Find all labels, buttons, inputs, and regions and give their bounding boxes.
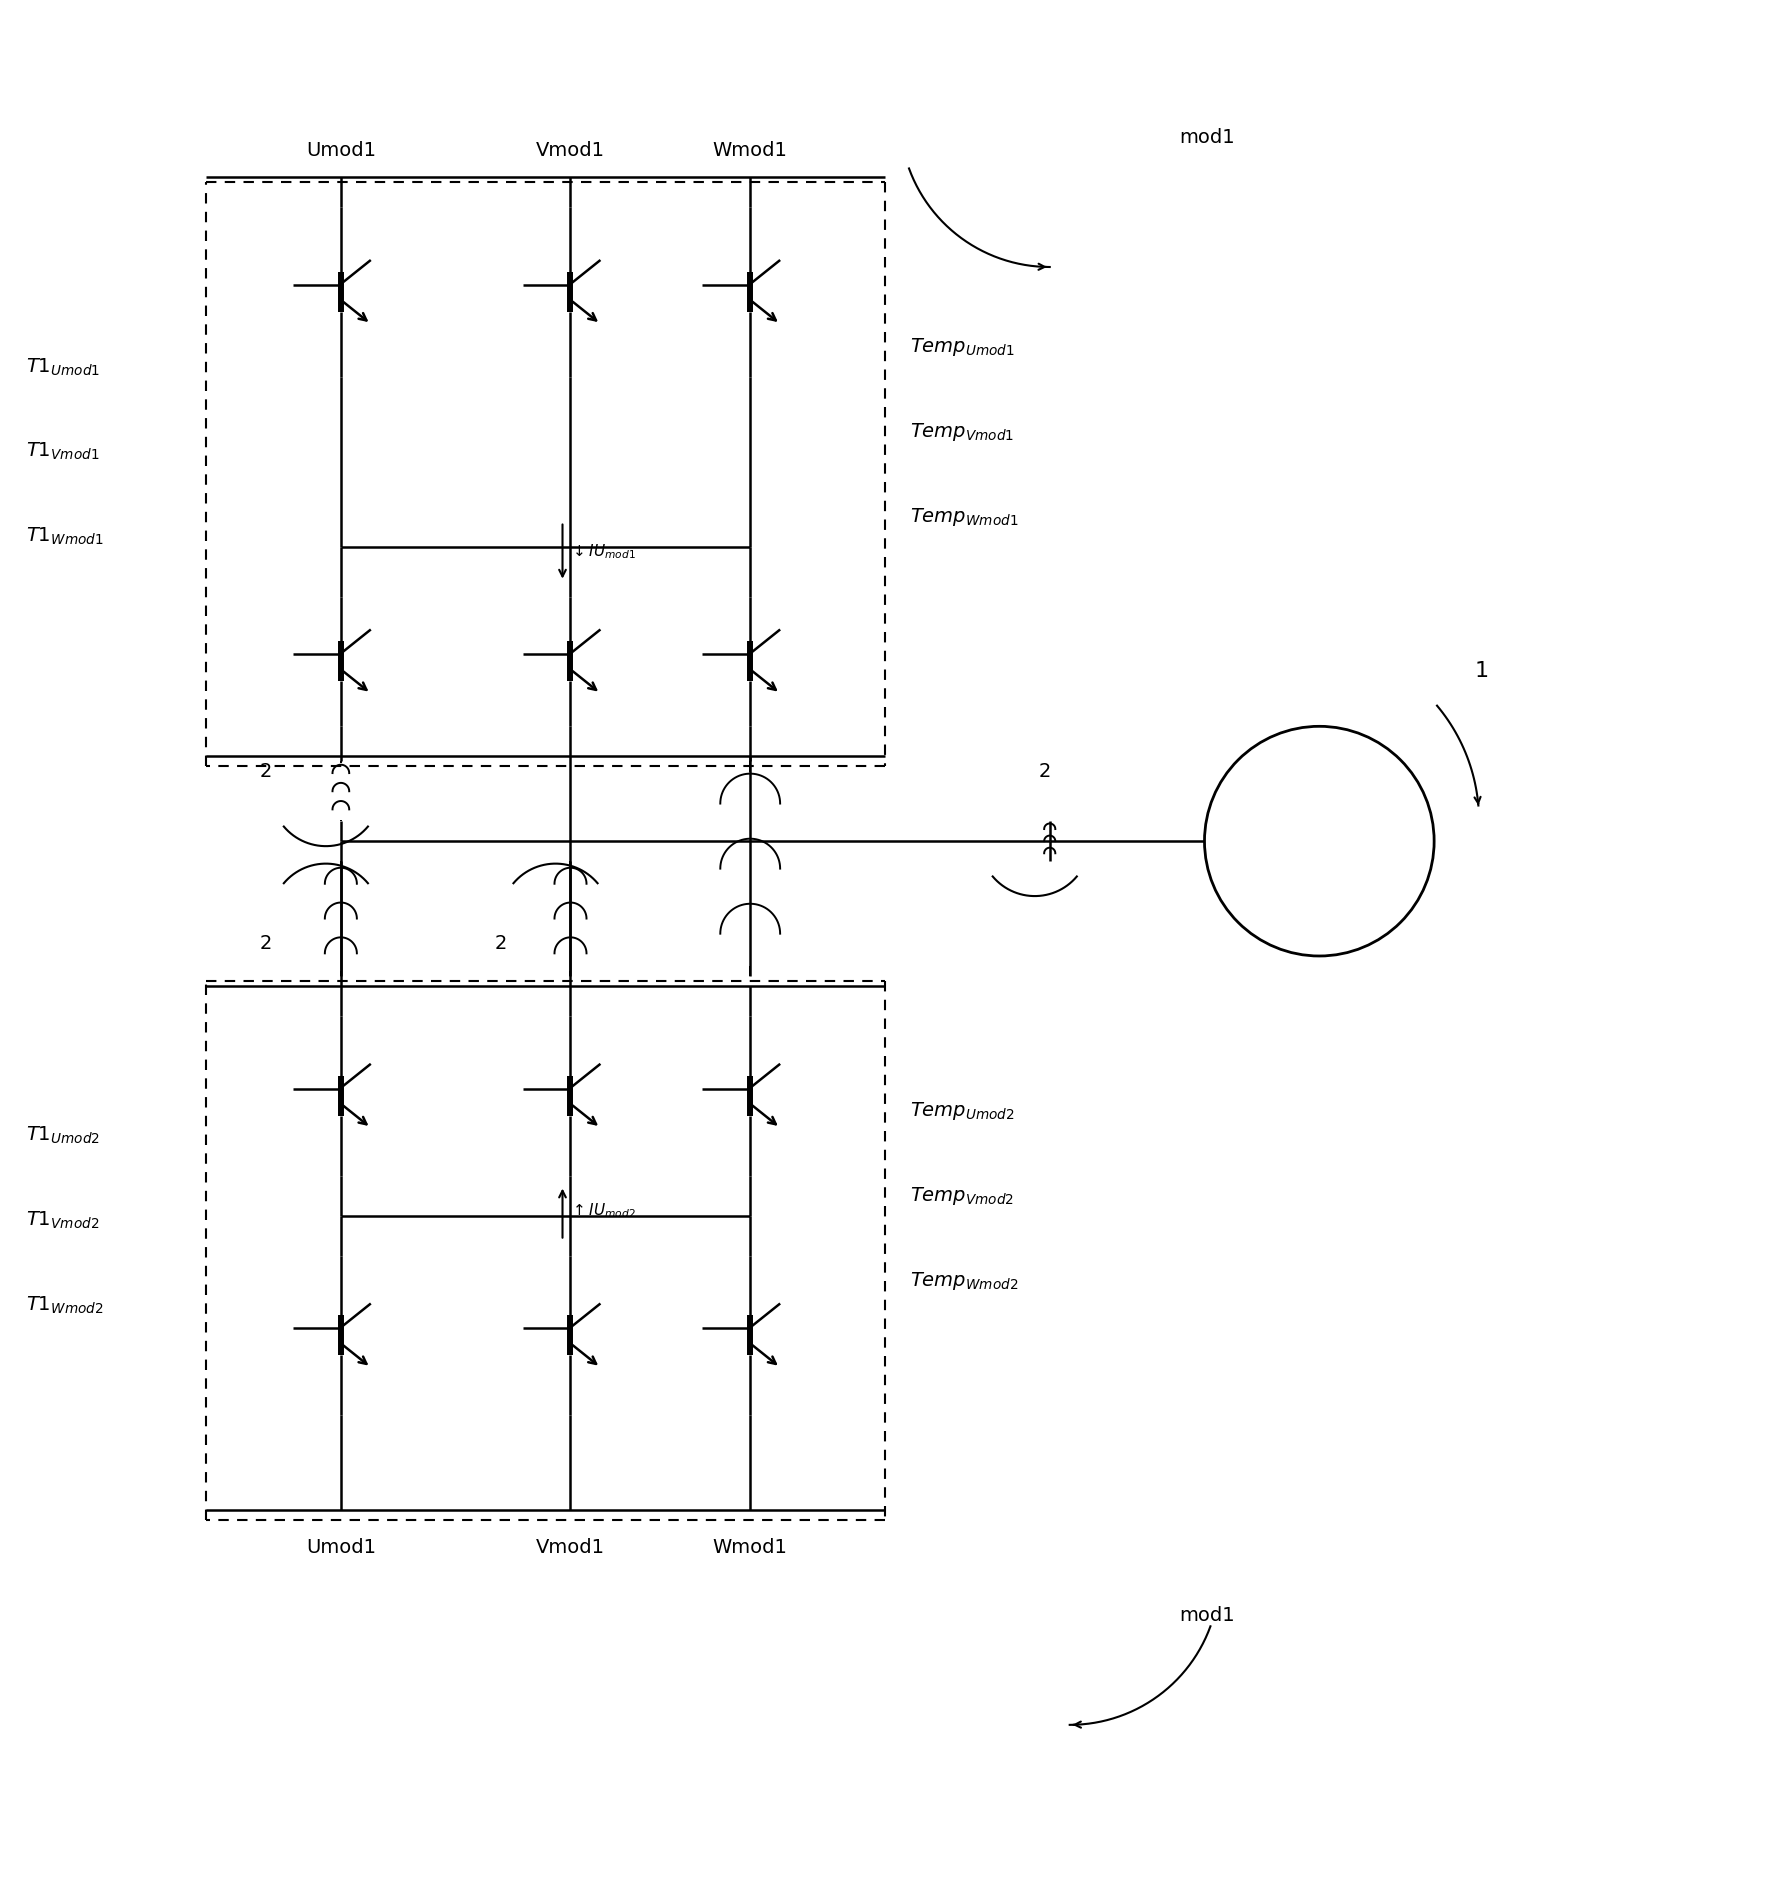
Text: Wmod1: Wmod1 [713, 1538, 787, 1557]
Text: Vmod1: Vmod1 [536, 1538, 605, 1557]
Text: $Temp_{Wmod2}$: $Temp_{Wmod2}$ [909, 1270, 1019, 1291]
Text: $Temp_{Vmod2}$: $Temp_{Vmod2}$ [909, 1185, 1014, 1206]
Text: $Temp_{Umod1}$: $Temp_{Umod1}$ [909, 336, 1015, 358]
Text: Wmod1: Wmod1 [713, 140, 787, 159]
Text: mod1: mod1 [1180, 1606, 1235, 1625]
Text: $T1_{Umod1}$: $T1_{Umod1}$ [27, 356, 101, 377]
Text: mod1: mod1 [1180, 127, 1235, 146]
Text: $Temp_{Umod2}$: $Temp_{Umod2}$ [909, 1100, 1015, 1122]
Text: 1: 1 [1474, 662, 1488, 681]
Text: $Temp_{Wmod1}$: $Temp_{Wmod1}$ [909, 506, 1019, 527]
Text: 2: 2 [1038, 762, 1051, 781]
Text: 2: 2 [494, 935, 506, 954]
Text: Umod1: Umod1 [306, 140, 375, 159]
Text: 2: 2 [260, 762, 272, 781]
Text: $T1_{Vmod1}$: $T1_{Vmod1}$ [27, 442, 99, 463]
Text: Vmod1: Vmod1 [536, 140, 605, 159]
Text: $\uparrow IU_{mod2}$: $\uparrow IU_{mod2}$ [570, 1202, 637, 1219]
Text: $\downarrow IU_{mod1}$: $\downarrow IU_{mod1}$ [570, 542, 637, 561]
Text: $T1_{Umod2}$: $T1_{Umod2}$ [27, 1124, 101, 1147]
Text: $T1_{Wmod1}$: $T1_{Wmod1}$ [27, 525, 104, 548]
Text: Umod1: Umod1 [306, 1538, 375, 1557]
Text: 2: 2 [260, 935, 272, 954]
Text: $T1_{Wmod2}$: $T1_{Wmod2}$ [27, 1295, 104, 1316]
Text: $T1_{Vmod2}$: $T1_{Vmod2}$ [27, 1210, 99, 1231]
Text: $Temp_{Vmod1}$: $Temp_{Vmod1}$ [909, 421, 1014, 444]
